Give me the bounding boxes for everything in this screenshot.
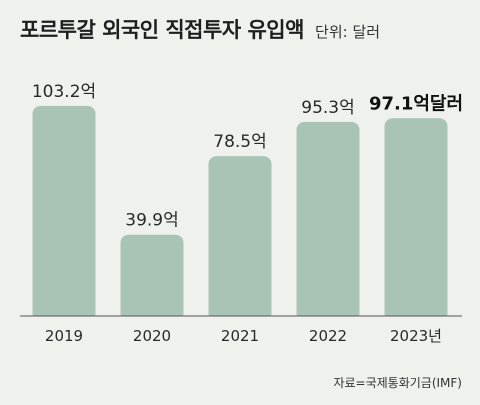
value-label-2022: 95.3억 bbox=[301, 98, 355, 118]
bar-2020 bbox=[120, 234, 184, 324]
source-note: 자료=국제통화기금(IMF) bbox=[333, 376, 462, 390]
category-label-2023년: 2023년 bbox=[390, 327, 442, 345]
unit-label: 단위: 달러 bbox=[315, 23, 381, 41]
category-label-2021: 2021 bbox=[221, 327, 259, 345]
baseline-mask bbox=[0, 316, 480, 325]
bar-2023년 bbox=[384, 118, 448, 324]
value-label-2020: 39.9억 bbox=[125, 211, 179, 231]
value-label-2023년: 97.1억달러 bbox=[369, 93, 463, 114]
bar-2021 bbox=[208, 156, 272, 324]
category-label-2020: 2020 bbox=[133, 327, 171, 345]
bar-2019 bbox=[32, 105, 96, 324]
value-label-2021: 78.5억 bbox=[213, 132, 267, 152]
value-label-2019: 103.2억 bbox=[32, 82, 96, 102]
category-label-2019: 2019 bbox=[45, 327, 83, 345]
title-row: 포르투갈 외국인 직접투자 유입액 단위: 달러 bbox=[20, 14, 380, 44]
category-label-2022: 2022 bbox=[309, 327, 347, 345]
bar-2022 bbox=[296, 121, 360, 325]
chart-title: 포르투갈 외국인 직접투자 유입액 bbox=[20, 18, 304, 42]
